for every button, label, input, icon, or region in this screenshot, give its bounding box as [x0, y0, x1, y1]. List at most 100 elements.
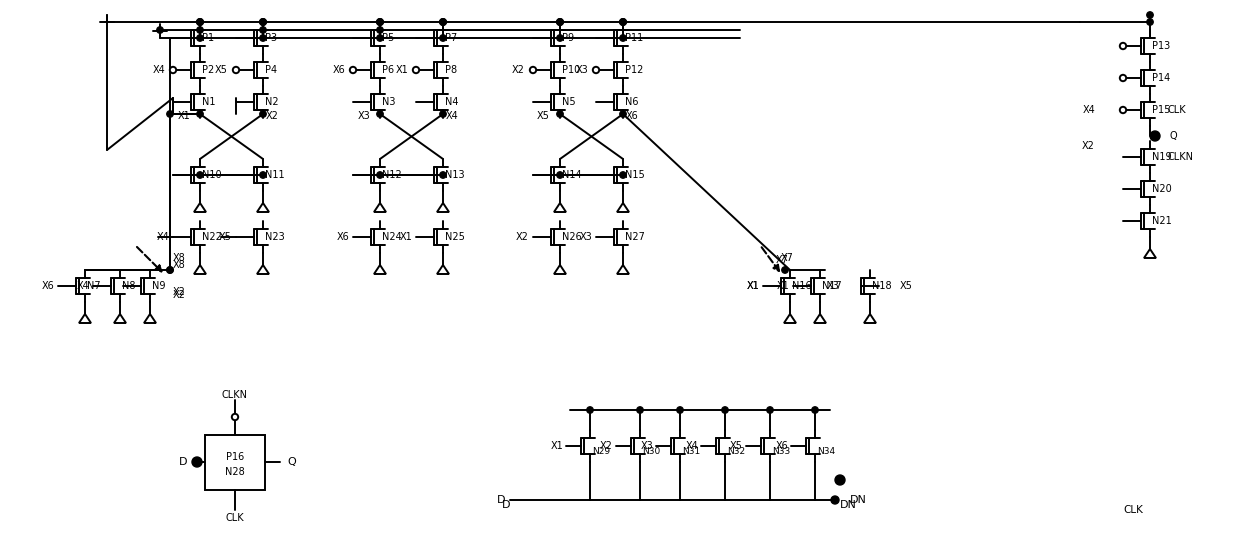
Circle shape	[620, 19, 626, 25]
Circle shape	[620, 111, 626, 117]
Circle shape	[440, 35, 446, 41]
Text: X4: X4	[446, 111, 458, 121]
Circle shape	[1120, 107, 1126, 113]
Text: X3: X3	[357, 111, 370, 121]
Text: P15: P15	[1152, 105, 1171, 115]
Text: N13: N13	[445, 170, 465, 180]
Circle shape	[197, 35, 203, 41]
Circle shape	[260, 19, 266, 25]
Text: N12: N12	[382, 170, 401, 180]
Text: X2: X2	[600, 441, 613, 451]
Circle shape	[556, 19, 564, 25]
Text: N5: N5	[563, 97, 576, 107]
Text: X1: X1	[746, 281, 760, 291]
Text: N28: N28	[225, 467, 245, 477]
Circle shape	[260, 111, 266, 117]
Text: X1: X1	[746, 281, 760, 291]
Text: D: D	[502, 500, 510, 510]
Text: N26: N26	[563, 232, 582, 242]
Text: N33: N33	[772, 447, 790, 456]
Circle shape	[157, 27, 164, 33]
Circle shape	[440, 19, 446, 25]
Circle shape	[1147, 19, 1154, 25]
Text: P13: P13	[1152, 41, 1171, 51]
Circle shape	[1120, 75, 1126, 81]
Text: X3: X3	[826, 281, 839, 291]
Text: CLKN: CLKN	[1168, 152, 1194, 162]
Text: X6: X6	[626, 111, 639, 121]
Text: X7: X7	[781, 253, 793, 263]
Text: N21: N21	[1152, 216, 1172, 226]
Bar	[204, 435, 265, 490]
Circle shape	[592, 67, 600, 73]
Text: N25: N25	[445, 232, 465, 242]
Circle shape	[413, 67, 419, 73]
Text: DN: DN	[850, 495, 867, 505]
Text: X6: X6	[332, 65, 344, 75]
Circle shape	[167, 111, 173, 117]
Circle shape	[620, 35, 626, 41]
Text: X3: X3	[575, 65, 589, 75]
Text: P3: P3	[265, 33, 278, 43]
Text: P2: P2	[202, 65, 214, 75]
Text: X5: X5	[538, 111, 550, 121]
Circle shape	[260, 35, 266, 41]
Text: X2: X2	[517, 232, 529, 242]
Text: X1: X1	[550, 441, 563, 451]
Text: N34: N34	[817, 447, 835, 456]
Text: X1: X1	[177, 111, 190, 121]
Circle shape	[197, 19, 203, 25]
Text: X6: X6	[336, 232, 349, 242]
Text: N20: N20	[1152, 184, 1172, 194]
Text: N19: N19	[1152, 152, 1172, 162]
Circle shape	[812, 407, 818, 413]
Circle shape	[232, 414, 238, 420]
Text: X8: X8	[173, 253, 186, 263]
Circle shape	[767, 407, 773, 413]
Text: P9: P9	[563, 33, 574, 43]
Text: N32: N32	[727, 447, 745, 456]
Text: X5: X5	[216, 65, 228, 75]
Text: X4: X4	[1082, 105, 1095, 115]
Text: N3: N3	[382, 97, 395, 107]
Circle shape	[170, 67, 176, 73]
Circle shape	[556, 111, 564, 117]
Text: X2: X2	[266, 111, 279, 121]
Text: N10: N10	[202, 170, 222, 180]
Circle shape	[197, 172, 203, 178]
Circle shape	[556, 19, 564, 25]
Text: N23: N23	[265, 232, 285, 242]
Text: X5: X5	[900, 281, 913, 291]
Circle shape	[377, 19, 383, 25]
Circle shape	[440, 172, 446, 178]
Text: X4: X4	[156, 232, 169, 242]
Circle shape	[377, 27, 383, 33]
Text: X5: X5	[219, 232, 232, 242]
Text: X6: X6	[41, 281, 55, 291]
Text: N16: N16	[792, 281, 812, 291]
Circle shape	[1120, 43, 1126, 49]
Text: DN: DN	[840, 500, 857, 510]
Text: N9: N9	[152, 281, 166, 291]
Text: X2: X2	[173, 290, 186, 300]
Text: N18: N18	[872, 281, 892, 291]
Text: P12: P12	[624, 65, 643, 75]
Text: X1: X1	[777, 281, 789, 291]
Text: CLK: CLK	[1168, 105, 1187, 115]
Circle shape	[676, 407, 683, 413]
Circle shape	[377, 172, 383, 178]
Circle shape	[620, 19, 626, 25]
Circle shape	[1150, 131, 1160, 141]
Text: P7: P7	[445, 33, 457, 43]
Circle shape	[835, 475, 845, 485]
Circle shape	[377, 19, 383, 25]
Circle shape	[620, 172, 626, 178]
Circle shape	[167, 267, 173, 273]
Text: Q: Q	[1170, 131, 1177, 141]
Text: Q: Q	[287, 457, 296, 467]
Circle shape	[556, 19, 564, 25]
Text: X2: X2	[1082, 141, 1095, 151]
Circle shape	[440, 111, 446, 117]
Text: CLK: CLK	[225, 513, 244, 523]
Circle shape	[197, 111, 203, 117]
